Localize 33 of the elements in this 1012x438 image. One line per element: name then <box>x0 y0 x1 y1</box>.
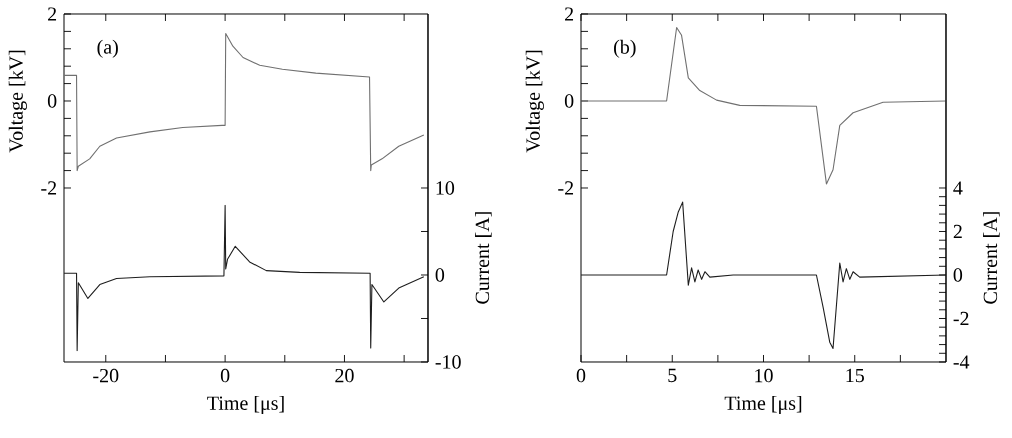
y2-tick-label: -2 <box>953 311 969 326</box>
y-tick-label: 2 <box>565 7 574 21</box>
y2-axis-title: Current [A] <box>983 212 1000 304</box>
line-series <box>581 201 946 350</box>
y-axis-title: Voltage [kV] <box>8 50 27 153</box>
y2-axis-title: Current [A] <box>475 212 492 304</box>
x-axis-title: Time [μs] <box>724 395 802 415</box>
y2-tick-label: 10 <box>436 181 455 195</box>
line-series <box>64 33 425 172</box>
y2-tick-label: -4 <box>953 355 970 369</box>
x-tick-label: 5 <box>668 368 677 383</box>
y-tick-label: -2 <box>41 181 57 195</box>
x-tick-label: 10 <box>755 368 773 383</box>
y-tick-label: 0 <box>564 94 574 108</box>
y-tick-label: 2 <box>48 7 57 21</box>
y2-tick-label: -10 <box>435 355 461 369</box>
x-tick-label: -20 <box>93 368 119 383</box>
y2-tick-label: 2 <box>953 224 962 239</box>
line-series <box>64 204 425 352</box>
x-tick-label: 0 <box>220 368 230 383</box>
y-tick-label: -2 <box>558 181 574 195</box>
line-series <box>581 26 946 185</box>
x-axis-title: Time [μs] <box>207 395 284 415</box>
annotation: (a) <box>97 39 118 58</box>
annotation: (b) <box>614 39 636 58</box>
y2-tick-label: 0 <box>435 268 445 282</box>
y2-tick-label: 4 <box>953 181 963 195</box>
y2-tick-label: 0 <box>953 268 963 282</box>
x-tick-label: 20 <box>335 368 354 383</box>
x-tick-label: 0 <box>576 368 586 383</box>
x-tick-label: 15 <box>846 368 864 383</box>
y-tick-label: 0 <box>47 94 57 108</box>
y-axis-title: Voltage [kV] <box>525 50 544 153</box>
